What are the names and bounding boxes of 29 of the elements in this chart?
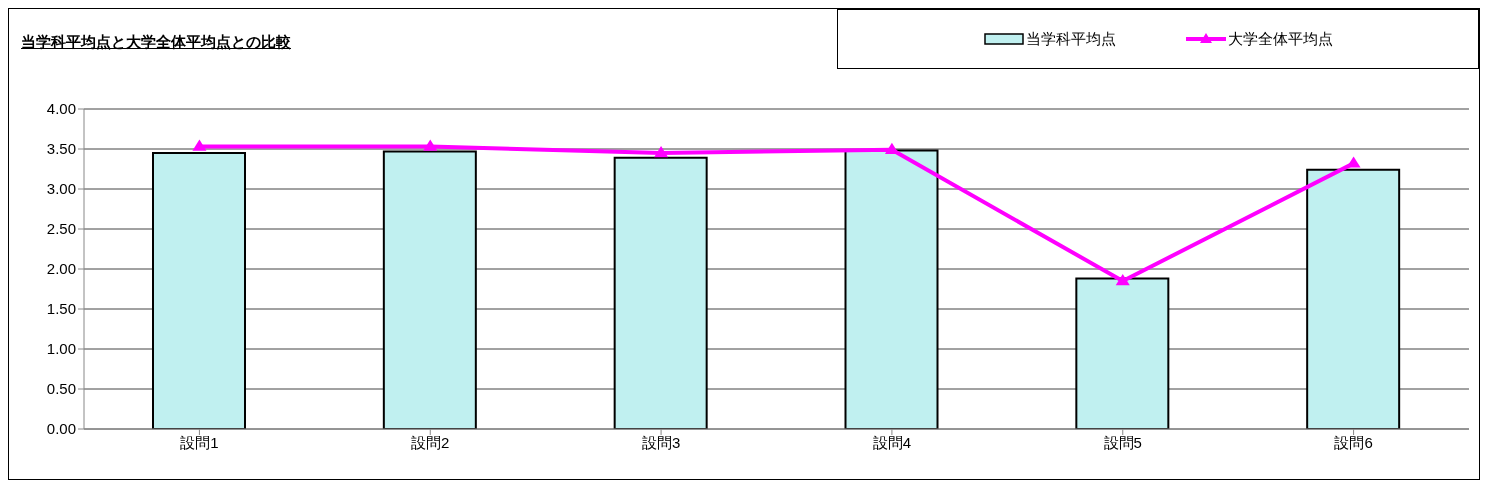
y-tick-label: 4.00	[46, 100, 76, 118]
y-tick-label: 2.00	[46, 260, 76, 278]
x-tick-label: 設問2	[411, 433, 450, 451]
y-tick-label: 0.50	[46, 380, 76, 398]
x-tick-label: 設問4	[872, 433, 912, 451]
bar	[152, 152, 246, 429]
bar	[382, 150, 477, 429]
bar	[844, 149, 939, 429]
y-tick-label: 0.00	[46, 420, 76, 438]
bar	[613, 156, 708, 429]
x-tick-label: 設問3	[641, 433, 681, 451]
x-tick-label: 設問6	[1334, 433, 1373, 451]
legend-label: 当学科平均点	[1025, 29, 1116, 49]
y-tick-label: 1.00	[46, 340, 76, 358]
bar	[1306, 168, 1401, 429]
legend-label: 大学全体平均点	[1227, 29, 1333, 49]
x-tick-label: 設問1	[180, 433, 219, 451]
y-tick-label: 3.50	[46, 140, 76, 158]
point	[1115, 274, 1130, 286]
x-tick-label: 設問5	[1103, 433, 1142, 451]
point	[192, 139, 207, 151]
bar	[1075, 277, 1170, 429]
y-tick-label: 2.50	[46, 220, 76, 238]
point	[423, 139, 438, 151]
point	[884, 142, 899, 154]
y-tick-label: 1.50	[46, 300, 76, 318]
chart-title: 当学科平均点と大学全体平均点との比較	[21, 33, 291, 52]
point	[654, 146, 669, 158]
y-tick-label: 3.00	[46, 180, 76, 198]
